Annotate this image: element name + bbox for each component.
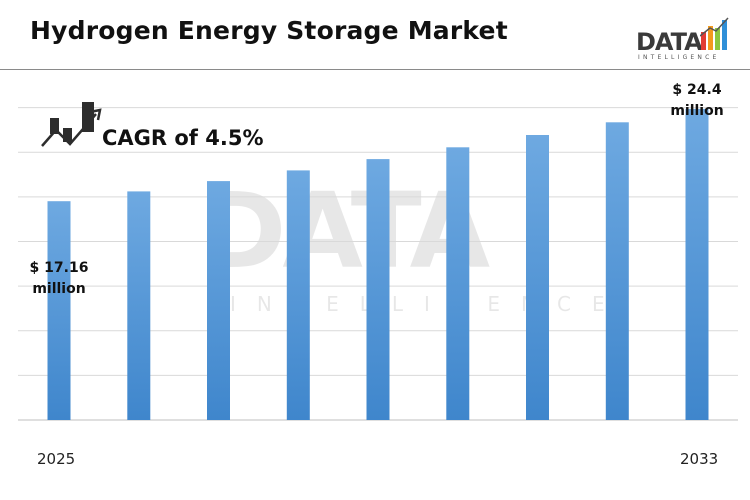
logo-wordmark: DATA bbox=[636, 28, 703, 56]
page-title: Hydrogen Energy Storage Market bbox=[30, 16, 508, 45]
data-label-first: $ 17.16 million bbox=[14, 258, 104, 300]
bar-4 bbox=[286, 170, 310, 420]
cagr-text: CAGR of 4.5% bbox=[102, 126, 264, 150]
bar-8 bbox=[605, 122, 629, 421]
bar-1 bbox=[47, 201, 71, 420]
cagr-callout: CAGR of 4.5% bbox=[40, 98, 300, 158]
x-tick-label-last: 2033 bbox=[680, 450, 719, 468]
data-label-last-unit: million bbox=[670, 103, 724, 119]
data-label-last-value: $ 24.4 bbox=[672, 82, 722, 98]
data-label-first-unit: million bbox=[32, 281, 86, 297]
data-label-first-value: $ 17.16 bbox=[29, 260, 89, 276]
company-logo: DATA INTELLIGENCE bbox=[636, 10, 732, 64]
header-divider bbox=[0, 69, 750, 70]
data-label-last: $ 24.4 million bbox=[652, 80, 742, 122]
bar-6 bbox=[446, 147, 470, 421]
bar-9 bbox=[685, 108, 709, 421]
growth-chart-icon bbox=[41, 102, 102, 147]
bar-chart bbox=[18, 107, 738, 421]
bar-2 bbox=[127, 191, 151, 420]
logo-bars-icon bbox=[700, 17, 729, 50]
bar-5 bbox=[366, 159, 390, 420]
logo-tagline: INTELLIGENCE bbox=[638, 54, 720, 61]
bar-7 bbox=[526, 135, 549, 420]
x-tick-label-first: 2025 bbox=[37, 450, 76, 468]
bar-series bbox=[47, 108, 709, 421]
header: Hydrogen Energy Storage Market DATA INTE… bbox=[0, 0, 750, 70]
bar-3 bbox=[207, 181, 230, 420]
